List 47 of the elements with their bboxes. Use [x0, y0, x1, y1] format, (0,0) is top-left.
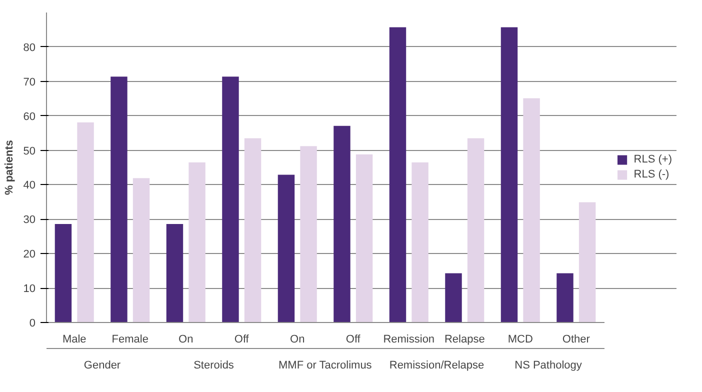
legend-label: RLS (-) — [634, 168, 670, 180]
x-tick-label: On — [178, 334, 194, 346]
x-tick-label: Remission — [383, 334, 435, 346]
x-tick-label: Female — [112, 334, 148, 346]
bar — [467, 138, 484, 322]
y-tick-label: 0 — [29, 318, 36, 330]
bar — [188, 162, 206, 322]
legend-label: RLS (+) — [634, 154, 672, 166]
bar — [500, 27, 518, 322]
bar — [334, 126, 350, 322]
bar — [54, 224, 72, 322]
bar — [222, 76, 239, 322]
y-tick-label: 70 — [23, 76, 36, 88]
y-tick-label: 10 — [23, 283, 36, 296]
bar — [244, 138, 262, 322]
text: Steroids — [194, 360, 234, 372]
y-tick-label: 40 — [23, 180, 36, 192]
y-tick-label: 80 — [23, 42, 36, 54]
text: NS Pathology — [514, 360, 582, 372]
y-tick-label: 20 — [23, 248, 36, 261]
x-tick-label: Male — [62, 334, 86, 346]
text: Remission/Relapse — [389, 360, 484, 372]
y-tick-label: 30 — [23, 214, 36, 226]
bar — [556, 273, 574, 322]
x-tick-label: Relapse — [444, 334, 485, 346]
bar — [412, 162, 428, 322]
x-tick-label: Off — [346, 334, 362, 346]
bar — [77, 122, 94, 322]
y-tick-label: 50 — [23, 145, 36, 158]
y-axis-title: % patients — [3, 140, 16, 196]
x-tick-label: Other — [562, 334, 590, 346]
bar — [132, 178, 150, 322]
bar — [445, 273, 462, 322]
text: Gender — [84, 360, 121, 372]
text: MMF or Tacrolimus — [278, 360, 372, 372]
bar — [300, 146, 317, 322]
bar — [389, 27, 406, 322]
bar — [356, 154, 373, 322]
x-tick-label: On — [290, 334, 305, 346]
bar — [110, 76, 128, 322]
x-tick-label: MCD — [508, 334, 533, 346]
bar — [166, 224, 184, 322]
bar — [578, 202, 596, 322]
bar — [278, 174, 295, 322]
bar — [523, 98, 540, 322]
y-tick-label: 60 — [23, 110, 36, 123]
x-tick-label: Off — [234, 334, 250, 346]
